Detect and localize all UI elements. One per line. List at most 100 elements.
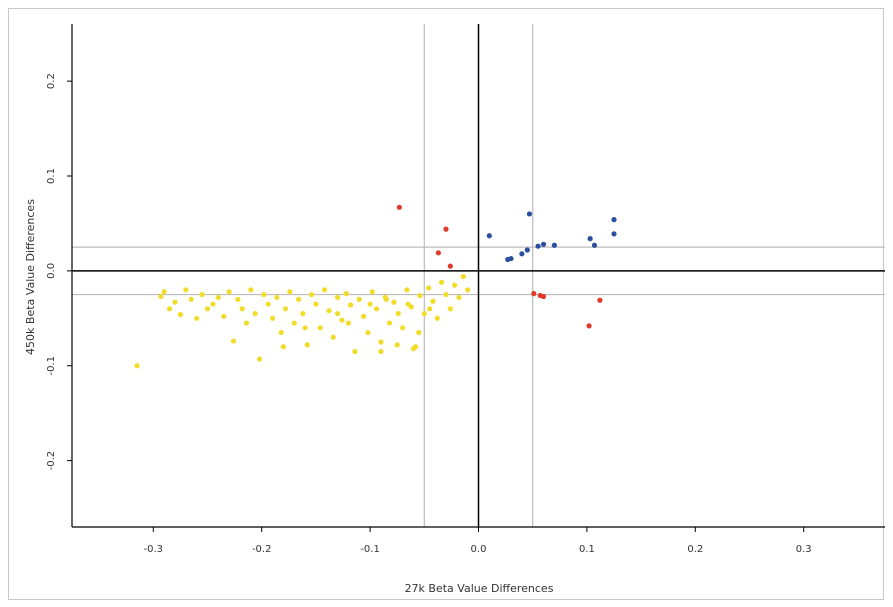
data-point [321, 287, 328, 293]
data-point [365, 329, 371, 336]
x-tick-label: -0.3 [144, 544, 164, 555]
data-point [396, 204, 402, 210]
data-point [194, 315, 200, 321]
data-point [188, 296, 194, 302]
data-point [317, 325, 323, 331]
data-point [221, 313, 227, 320]
data-point [166, 306, 173, 312]
data-point [540, 241, 547, 247]
data-point [334, 294, 341, 301]
data-point [427, 306, 433, 312]
x-tick-label: 0.1 [579, 544, 595, 555]
data-point [447, 263, 453, 269]
y-tick-label: 0.1 [46, 168, 57, 184]
data-point [410, 346, 417, 352]
data-point [352, 348, 358, 355]
data-point [597, 297, 603, 303]
data-point [265, 301, 271, 307]
data-point [416, 329, 422, 336]
data-point [524, 247, 530, 253]
data-point [280, 344, 286, 350]
data-point [256, 356, 263, 362]
data-points [134, 204, 617, 369]
data-point [345, 320, 352, 326]
data-point [278, 329, 284, 336]
data-point [486, 233, 492, 239]
data-point [330, 334, 336, 340]
data-point [447, 306, 453, 312]
data-point [172, 299, 178, 305]
data-point [269, 315, 276, 321]
data-point [374, 306, 380, 312]
y-axis-title: 450k Beta Value Differences [24, 199, 37, 355]
data-point [452, 282, 458, 288]
data-point [526, 211, 533, 217]
data-point [239, 306, 245, 312]
x-tick-label: 0.0 [471, 544, 487, 555]
data-point [443, 226, 449, 232]
data-point [611, 231, 617, 237]
axes: -0.3 -0.2 -0.1 0.0 0.1 0.2 0.3 -0.2 -0.1 0.0 0.1 0.… [46, 24, 885, 555]
data-point [426, 285, 432, 291]
data-point [134, 363, 140, 369]
data-point [235, 296, 241, 302]
data-point [417, 292, 423, 299]
data-point [430, 298, 436, 304]
data-point [347, 302, 354, 308]
data-point [443, 291, 449, 298]
x-tick-label: 0.3 [796, 544, 812, 555]
data-point [586, 323, 592, 329]
data-point [540, 293, 547, 300]
data-point [519, 251, 525, 257]
data-point [405, 301, 411, 307]
data-point [611, 217, 617, 223]
data-point [215, 294, 221, 301]
data-point [531, 291, 537, 297]
data-point [369, 289, 375, 295]
data-point [360, 313, 367, 320]
data-point [367, 301, 373, 307]
data-point [394, 342, 400, 348]
data-point [199, 291, 205, 298]
data-point [248, 287, 254, 293]
data-point [158, 293, 164, 300]
data-point [308, 291, 315, 298]
data-point [551, 242, 557, 248]
data-point [404, 287, 410, 293]
data-point [161, 289, 167, 295]
data-point [252, 310, 258, 317]
y-tick-label: 0.2 [46, 73, 57, 89]
y-tick-label: -0.1 [46, 356, 57, 376]
data-point [274, 294, 280, 301]
data-point [391, 299, 397, 305]
y-tick-label: 0.0 [46, 263, 57, 279]
data-point [334, 310, 341, 317]
data-point [230, 338, 237, 344]
data-point [456, 294, 462, 301]
data-point [339, 317, 345, 323]
data-point [378, 348, 384, 355]
data-point [387, 320, 393, 326]
data-point [183, 287, 189, 293]
data-point [465, 287, 471, 293]
data-point [587, 236, 593, 242]
data-point [226, 289, 232, 295]
data-point [400, 325, 406, 331]
zero-lines [72, 24, 885, 527]
data-point [295, 296, 302, 302]
data-point [300, 310, 306, 317]
data-point [304, 342, 310, 348]
data-point [177, 311, 183, 318]
x-axis-title: 27k Beta Value Differences [405, 582, 554, 595]
data-point [326, 308, 332, 314]
x-tick-label: -0.1 [360, 544, 380, 555]
data-point [243, 320, 250, 326]
data-point [287, 289, 293, 295]
data-point [460, 273, 466, 280]
data-point [591, 242, 598, 248]
data-point [356, 296, 362, 302]
data-point [302, 325, 308, 331]
data-point [343, 291, 349, 297]
data-point [210, 301, 216, 307]
